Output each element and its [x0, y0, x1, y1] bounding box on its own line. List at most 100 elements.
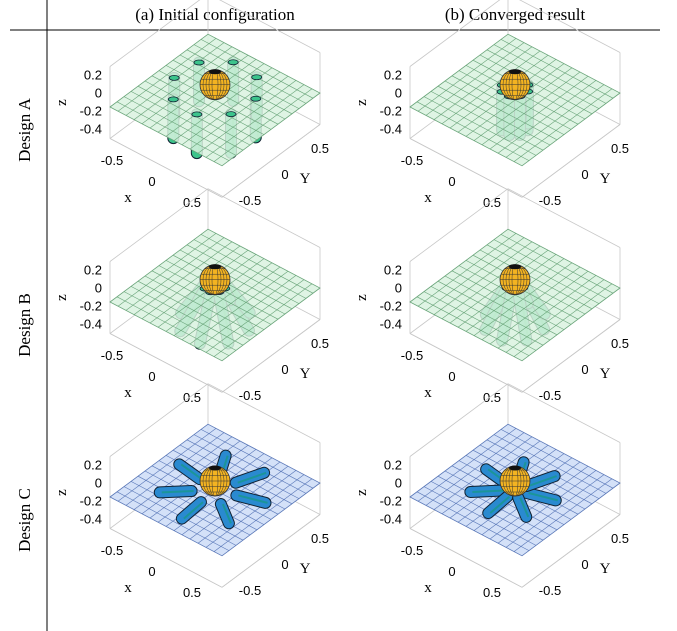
y-tick-label: 0.5: [311, 336, 329, 351]
y-tick-label: 0: [581, 167, 588, 182]
x-tick-label: 0: [448, 174, 455, 189]
z-tick-label: -0.4: [380, 512, 402, 527]
y-tick-label: 0: [581, 557, 588, 572]
row-label: Design C: [15, 488, 34, 552]
y-tick-label: -0.5: [239, 193, 261, 208]
x-tick-label: 0.5: [183, 585, 201, 600]
column-header: (a) Initial configuration: [135, 5, 295, 24]
cylinder-top: [252, 75, 262, 80]
y-tick-label: 0.5: [311, 141, 329, 156]
y-tick-label: 0.5: [611, 141, 629, 156]
z-tick-label: -0.4: [80, 317, 102, 332]
x-tick-label: 0: [448, 369, 455, 384]
cylinder-top: [194, 60, 204, 65]
y-tick-label: 0: [281, 557, 288, 572]
figure: (a) Initial configuration (b) Converged …: [0, 0, 677, 631]
z-tick-label: 0: [395, 476, 402, 491]
y-tick-label: 0.5: [611, 336, 629, 351]
y-tick-label: -0.5: [539, 583, 561, 598]
z-tick-label: -0.2: [80, 299, 102, 314]
z-tick-label: -0.2: [380, 494, 402, 509]
cylinder-top: [228, 60, 238, 65]
y-axis-label: Y: [300, 171, 311, 187]
y-tick-label: 0: [581, 362, 588, 377]
x-axis-label: x: [424, 580, 432, 596]
z-tick-label: 0.2: [384, 458, 402, 473]
z-tick-label: -0.4: [80, 122, 102, 137]
x-axis-label: x: [124, 385, 132, 401]
x-tick-label: -0.5: [101, 153, 123, 168]
x-tick-label: -0.5: [401, 543, 423, 558]
cylinder-top: [226, 112, 236, 117]
x-tick-label: 0: [148, 369, 155, 384]
y-axis-label: Y: [300, 366, 311, 382]
z-axis-label: z: [354, 99, 370, 106]
row-label: Design A: [15, 97, 34, 161]
cylinder-top: [251, 96, 261, 101]
z-tick-label: 0: [95, 86, 102, 101]
z-tick-label: -0.4: [380, 122, 402, 137]
y-axis-label: Y: [600, 366, 611, 382]
y-tick-label: -0.5: [539, 388, 561, 403]
z-axis-label: z: [354, 489, 370, 496]
y-tick-label: 0.5: [311, 531, 329, 546]
y-axis-label: Y: [300, 561, 311, 577]
sphere-cap: [209, 264, 221, 269]
y-tick-label: 0.5: [611, 531, 629, 546]
sphere-cap: [509, 264, 521, 269]
z-axis-label: z: [54, 99, 70, 106]
x-axis-label: x: [424, 190, 432, 206]
x-tick-label: -0.5: [401, 153, 423, 168]
x-tick-label: 0.5: [483, 195, 501, 210]
x-tick-label: 0.5: [183, 390, 201, 405]
z-tick-label: 0.2: [84, 68, 102, 83]
cylinder-top: [169, 75, 179, 80]
z-axis-label: z: [54, 294, 70, 301]
x-tick-label: 0: [448, 564, 455, 579]
sphere-cap: [509, 466, 521, 471]
cylinder-top: [168, 97, 178, 102]
y-axis-label: Y: [600, 561, 611, 577]
z-tick-label: 0.2: [84, 263, 102, 278]
cylinder-shade: [162, 491, 194, 492]
z-tick-label: 0.2: [84, 458, 102, 473]
y-axis-label: Y: [600, 171, 611, 187]
column-header: (b) Converged result: [445, 5, 586, 24]
z-tick-label: -0.4: [80, 512, 102, 527]
z-tick-label: 0: [95, 281, 102, 296]
y-tick-label: 0: [281, 362, 288, 377]
z-tick-label: 0.2: [384, 68, 402, 83]
cylinder-shade: [472, 491, 504, 492]
x-axis-label: x: [124, 580, 132, 596]
sphere-cap: [509, 69, 521, 74]
sphere-cap: [209, 466, 221, 471]
z-tick-label: -0.2: [380, 299, 402, 314]
cylinder-top: [192, 112, 202, 117]
x-tick-label: 0: [148, 174, 155, 189]
z-tick-label: 0: [395, 281, 402, 296]
sphere-cap: [209, 69, 221, 74]
x-axis-label: x: [424, 385, 432, 401]
z-tick-label: 0: [95, 476, 102, 491]
y-tick-label: -0.5: [539, 193, 561, 208]
y-tick-label: -0.5: [239, 583, 261, 598]
x-axis-label: x: [124, 190, 132, 206]
x-tick-label: -0.5: [101, 543, 123, 558]
x-tick-label: 0.5: [483, 390, 501, 405]
x-tick-label: -0.5: [101, 348, 123, 363]
x-tick-label: -0.5: [401, 348, 423, 363]
z-axis-label: z: [354, 294, 370, 301]
z-tick-label: -0.2: [80, 104, 102, 119]
x-tick-label: 0.5: [483, 585, 501, 600]
z-tick-label: -0.2: [380, 104, 402, 119]
x-tick-label: 0.5: [183, 195, 201, 210]
y-tick-label: -0.5: [239, 388, 261, 403]
y-tick-label: 0: [281, 167, 288, 182]
z-axis-label: z: [54, 489, 70, 496]
z-tick-label: -0.2: [80, 494, 102, 509]
z-tick-label: 0: [395, 86, 402, 101]
z-tick-label: -0.4: [380, 317, 402, 332]
z-tick-label: 0.2: [384, 263, 402, 278]
row-label: Design B: [15, 293, 34, 357]
x-tick-label: 0: [148, 564, 155, 579]
